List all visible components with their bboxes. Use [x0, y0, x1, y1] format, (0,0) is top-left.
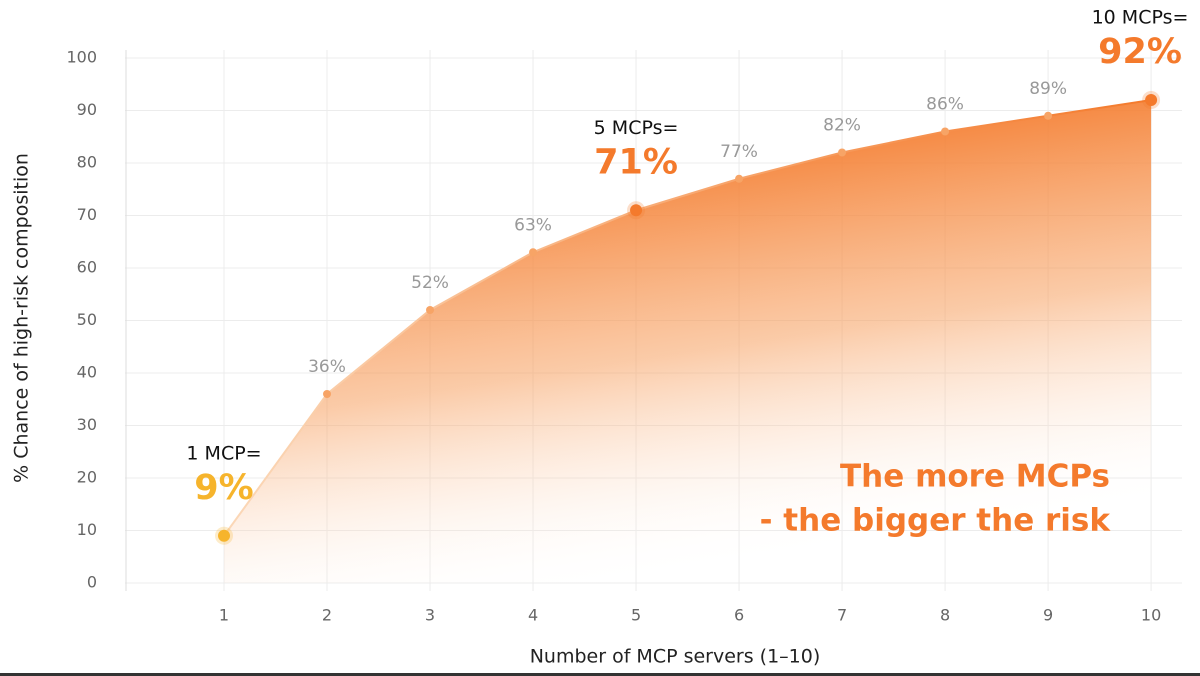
point	[218, 529, 231, 542]
y-tick-label: 30	[77, 415, 97, 434]
x-tick-label: 10	[1141, 606, 1161, 625]
x-axis-label: Number of MCP servers (1–10)	[530, 646, 821, 668]
x-tick-label: 4	[528, 606, 538, 625]
value-label: 63%	[514, 215, 552, 235]
y-axis-label: % Chance of high-risk composition	[11, 153, 33, 483]
point	[630, 204, 643, 217]
value-label: 36%	[308, 357, 346, 377]
x-tick-label: 8	[940, 606, 950, 625]
y-tick-label: 90	[77, 100, 97, 119]
point	[941, 127, 950, 136]
callout-label: 1 MCP=	[186, 442, 261, 464]
bottom-border	[0, 673, 1200, 676]
point	[1044, 111, 1053, 120]
y-tick-label: 10	[77, 520, 97, 539]
x-tick-label: 2	[322, 606, 332, 625]
area	[224, 100, 1152, 583]
y-tick-label: 50	[77, 310, 97, 329]
y-tick-label: 70	[77, 205, 97, 224]
y-tick-label: 0	[87, 573, 97, 592]
value-label: 89%	[1029, 79, 1067, 99]
x-tick-label: 1	[219, 606, 229, 625]
annotation: - the bigger the risk	[760, 503, 1112, 539]
value-label: 82%	[823, 116, 861, 136]
x-tick-label: 6	[734, 606, 744, 625]
value-label-highlight: 71%	[594, 142, 678, 182]
y-tick-label: 40	[77, 363, 97, 382]
point	[1145, 94, 1158, 106]
value-label-highlight: 9%	[194, 468, 253, 508]
x-tick-label: 7	[837, 606, 847, 625]
y-tick-label: 100	[66, 48, 97, 67]
point	[735, 174, 744, 183]
value-label: 52%	[411, 273, 449, 293]
point	[426, 306, 435, 314]
x-tick-label: 5	[631, 606, 641, 625]
callout-label: 10 MCPs=	[1092, 7, 1189, 29]
value-label: 86%	[926, 95, 964, 115]
y-tick-label: 80	[77, 153, 97, 172]
x-tick-label: 9	[1043, 606, 1053, 625]
value-label-highlight: 92%	[1098, 32, 1182, 72]
value-label: 77%	[720, 142, 758, 162]
x-tick-label: 3	[425, 606, 435, 625]
line	[223, 99, 1152, 537]
point	[529, 248, 538, 257]
y-tick-label: 20	[77, 468, 97, 487]
callout-label: 5 MCPs=	[594, 117, 679, 139]
y-tick-label: 60	[77, 258, 97, 277]
point	[323, 390, 332, 398]
point	[838, 148, 847, 157]
annotation: The more MCPs	[840, 459, 1110, 495]
